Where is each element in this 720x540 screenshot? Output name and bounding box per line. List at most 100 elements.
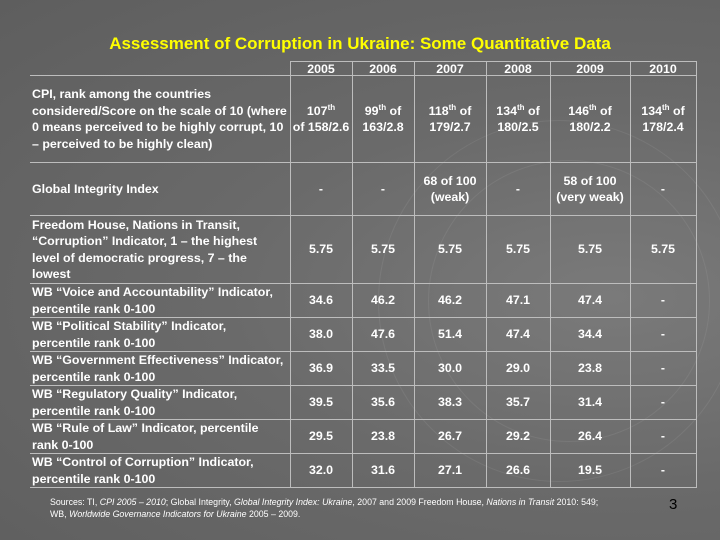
cpi-rank-suffix: th xyxy=(448,102,457,112)
cpi-rank: 134 xyxy=(496,103,517,118)
table-cell: 47.4 xyxy=(485,317,551,352)
table-cell: - xyxy=(629,283,697,318)
cpi-score: of 180/2.2 xyxy=(569,103,612,135)
table-cell: 68 of 100 (weak) xyxy=(413,162,487,216)
year-header-row: 2005 2006 2007 2008 2009 2010 xyxy=(30,61,697,76)
table-cell: 33.5 xyxy=(351,351,415,386)
table-cell: - xyxy=(289,162,353,216)
table-cell: 29.2 xyxy=(485,419,551,454)
table-cell: 5.75 xyxy=(549,215,631,284)
table-cell: 27.1 xyxy=(413,453,487,488)
table-row-wb-voice: WB “Voice and Accountability” Indicator,… xyxy=(30,283,697,318)
corner-cell xyxy=(30,62,290,76)
table-row-wb-control-of-corruption: WB “Control of Corruption” Indicator, pe… xyxy=(30,453,697,488)
cpi-rank-suffix: th xyxy=(327,102,336,112)
cpi-cell: 118th of 179/2.7 xyxy=(413,75,487,163)
cpi-cell: 134th of 178/2.4 xyxy=(629,75,697,163)
table-cell: 5.75 xyxy=(629,215,697,284)
table-cell: 38.3 xyxy=(413,385,487,420)
sources-wb-post: 2005 – 2009. xyxy=(246,509,301,519)
row-label: WB “Rule of Law” Indicator, percentile r… xyxy=(30,419,291,454)
table-cell: - xyxy=(485,162,551,216)
cpi-rank: 118 xyxy=(428,103,449,118)
table-cell: 34.6 xyxy=(289,283,353,318)
year-header: 2007 xyxy=(413,61,487,76)
sources-nit-post: 2010: 549; xyxy=(554,497,599,507)
row-label: WB “Control of Corruption” Indicator, pe… xyxy=(30,453,291,488)
table-row-global-integrity: Global Integrity Index - - 68 of 100 (we… xyxy=(30,162,697,216)
table-cell: 35.7 xyxy=(485,385,551,420)
year-header: 2005 xyxy=(289,61,353,76)
table-cell: 35.6 xyxy=(351,385,415,420)
table-cell: 38.0 xyxy=(289,317,353,352)
table-cell: 5.75 xyxy=(485,215,551,284)
sources-gi: Global Integrity Index: Ukraine xyxy=(234,497,353,507)
table-cell: 19.5 xyxy=(549,453,631,488)
table-cell: 46.2 xyxy=(351,283,415,318)
table-cell: 46.2 xyxy=(413,283,487,318)
cpi-rank: 107 xyxy=(306,103,328,118)
sources-nit: Nations in Transit xyxy=(486,497,555,507)
table-cell: - xyxy=(629,317,697,352)
table-cell: 29.5 xyxy=(289,419,353,454)
table-row-wb-government-effectiveness: WB “Government Effectiveness” Indicator,… xyxy=(30,351,697,386)
table-cell: 34.4 xyxy=(549,317,631,352)
cpi-rank-suffix: th xyxy=(516,102,525,112)
table-cell: 51.4 xyxy=(413,317,487,352)
cpi-cell: 146th of 180/2.2 xyxy=(549,75,631,163)
table-cell: - xyxy=(629,162,697,216)
corruption-data-table: 2005 2006 2007 2008 2009 2010 CPI, rank … xyxy=(30,61,697,488)
table-cell: - xyxy=(629,385,697,420)
table-cell: 47.4 xyxy=(549,283,631,318)
table-cell: 26.7 xyxy=(413,419,487,454)
year-header: 2008 xyxy=(485,61,551,76)
sources-wb: Worldwide Governance Indicators for Ukra… xyxy=(69,509,247,519)
cpi-score: of 178/2.4 xyxy=(642,103,685,135)
row-label: WB “Political Stability” Indicator, perc… xyxy=(30,317,291,352)
table-cell: - xyxy=(629,453,697,488)
row-label: WB “Government Effectiveness” Indicator,… xyxy=(30,351,291,386)
cpi-rank-suffix: th xyxy=(378,102,387,112)
cpi-cell: 134th of 180/2.5 xyxy=(485,75,551,163)
table-cell: 58 of 100 (very weak) xyxy=(549,162,631,216)
cpi-score: of 158/2.6 xyxy=(292,120,350,134)
row-label: WB “Voice and Accountability” Indicator,… xyxy=(30,283,291,318)
page-number: 3 xyxy=(669,496,678,513)
table-cell: 29.0 xyxy=(485,351,551,386)
row-label: Freedom House, Nations in Transit, “Corr… xyxy=(30,215,291,284)
table-cell: - xyxy=(351,162,415,216)
table-row-wb-rule-of-law: WB “Rule of Law” Indicator, percentile r… xyxy=(30,419,697,454)
table-cell: 23.8 xyxy=(549,351,631,386)
table-cell: 32.0 xyxy=(289,453,353,488)
cpi-rank-suffix: th xyxy=(661,102,670,112)
cpi-score: of 163/2.8 xyxy=(362,103,404,135)
sources-prefix: Sources: TI, xyxy=(50,497,100,507)
cpi-cell: 107th of 158/2.6 xyxy=(289,75,353,163)
table-cell: - xyxy=(629,419,697,454)
cpi-rank: 134 xyxy=(641,103,662,118)
row-label: WB “Regulatory Quality” Indicator, perce… xyxy=(30,385,291,420)
table-cell: 26.4 xyxy=(549,419,631,454)
year-header: 2010 xyxy=(629,61,697,76)
table-cell: 23.8 xyxy=(351,419,415,454)
table-cell: 26.6 xyxy=(485,453,551,488)
cpi-score: of 180/2.5 xyxy=(497,103,540,135)
table-cell: 5.75 xyxy=(413,215,487,284)
table-cell: 31.4 xyxy=(549,385,631,420)
table-cell: 31.6 xyxy=(351,453,415,488)
sources-cpi: CPI 2005 – 2010 xyxy=(99,497,166,507)
table-cell: 39.5 xyxy=(289,385,353,420)
table-cell: - xyxy=(629,351,697,386)
row-label: CPI, rank among the countries considered… xyxy=(30,75,291,163)
table-cell: 5.75 xyxy=(351,215,415,284)
row-label: Global Integrity Index xyxy=(30,162,291,216)
slide-title: Assessment of Corruption in Ukraine: Som… xyxy=(109,34,611,53)
cpi-score: of 179/2.7 xyxy=(429,103,472,135)
sources-wb-pre: WB, xyxy=(50,509,70,519)
sources-gi-post: , 2007 and 2009 Freedom House, xyxy=(352,497,487,507)
year-header: 2009 xyxy=(549,61,631,76)
cpi-rank: 99 xyxy=(364,103,379,118)
table-row-wb-political-stability: WB “Political Stability” Indicator, perc… xyxy=(30,317,697,352)
table-cell: 47.6 xyxy=(351,317,415,352)
table-cell: 30.0 xyxy=(413,351,487,386)
